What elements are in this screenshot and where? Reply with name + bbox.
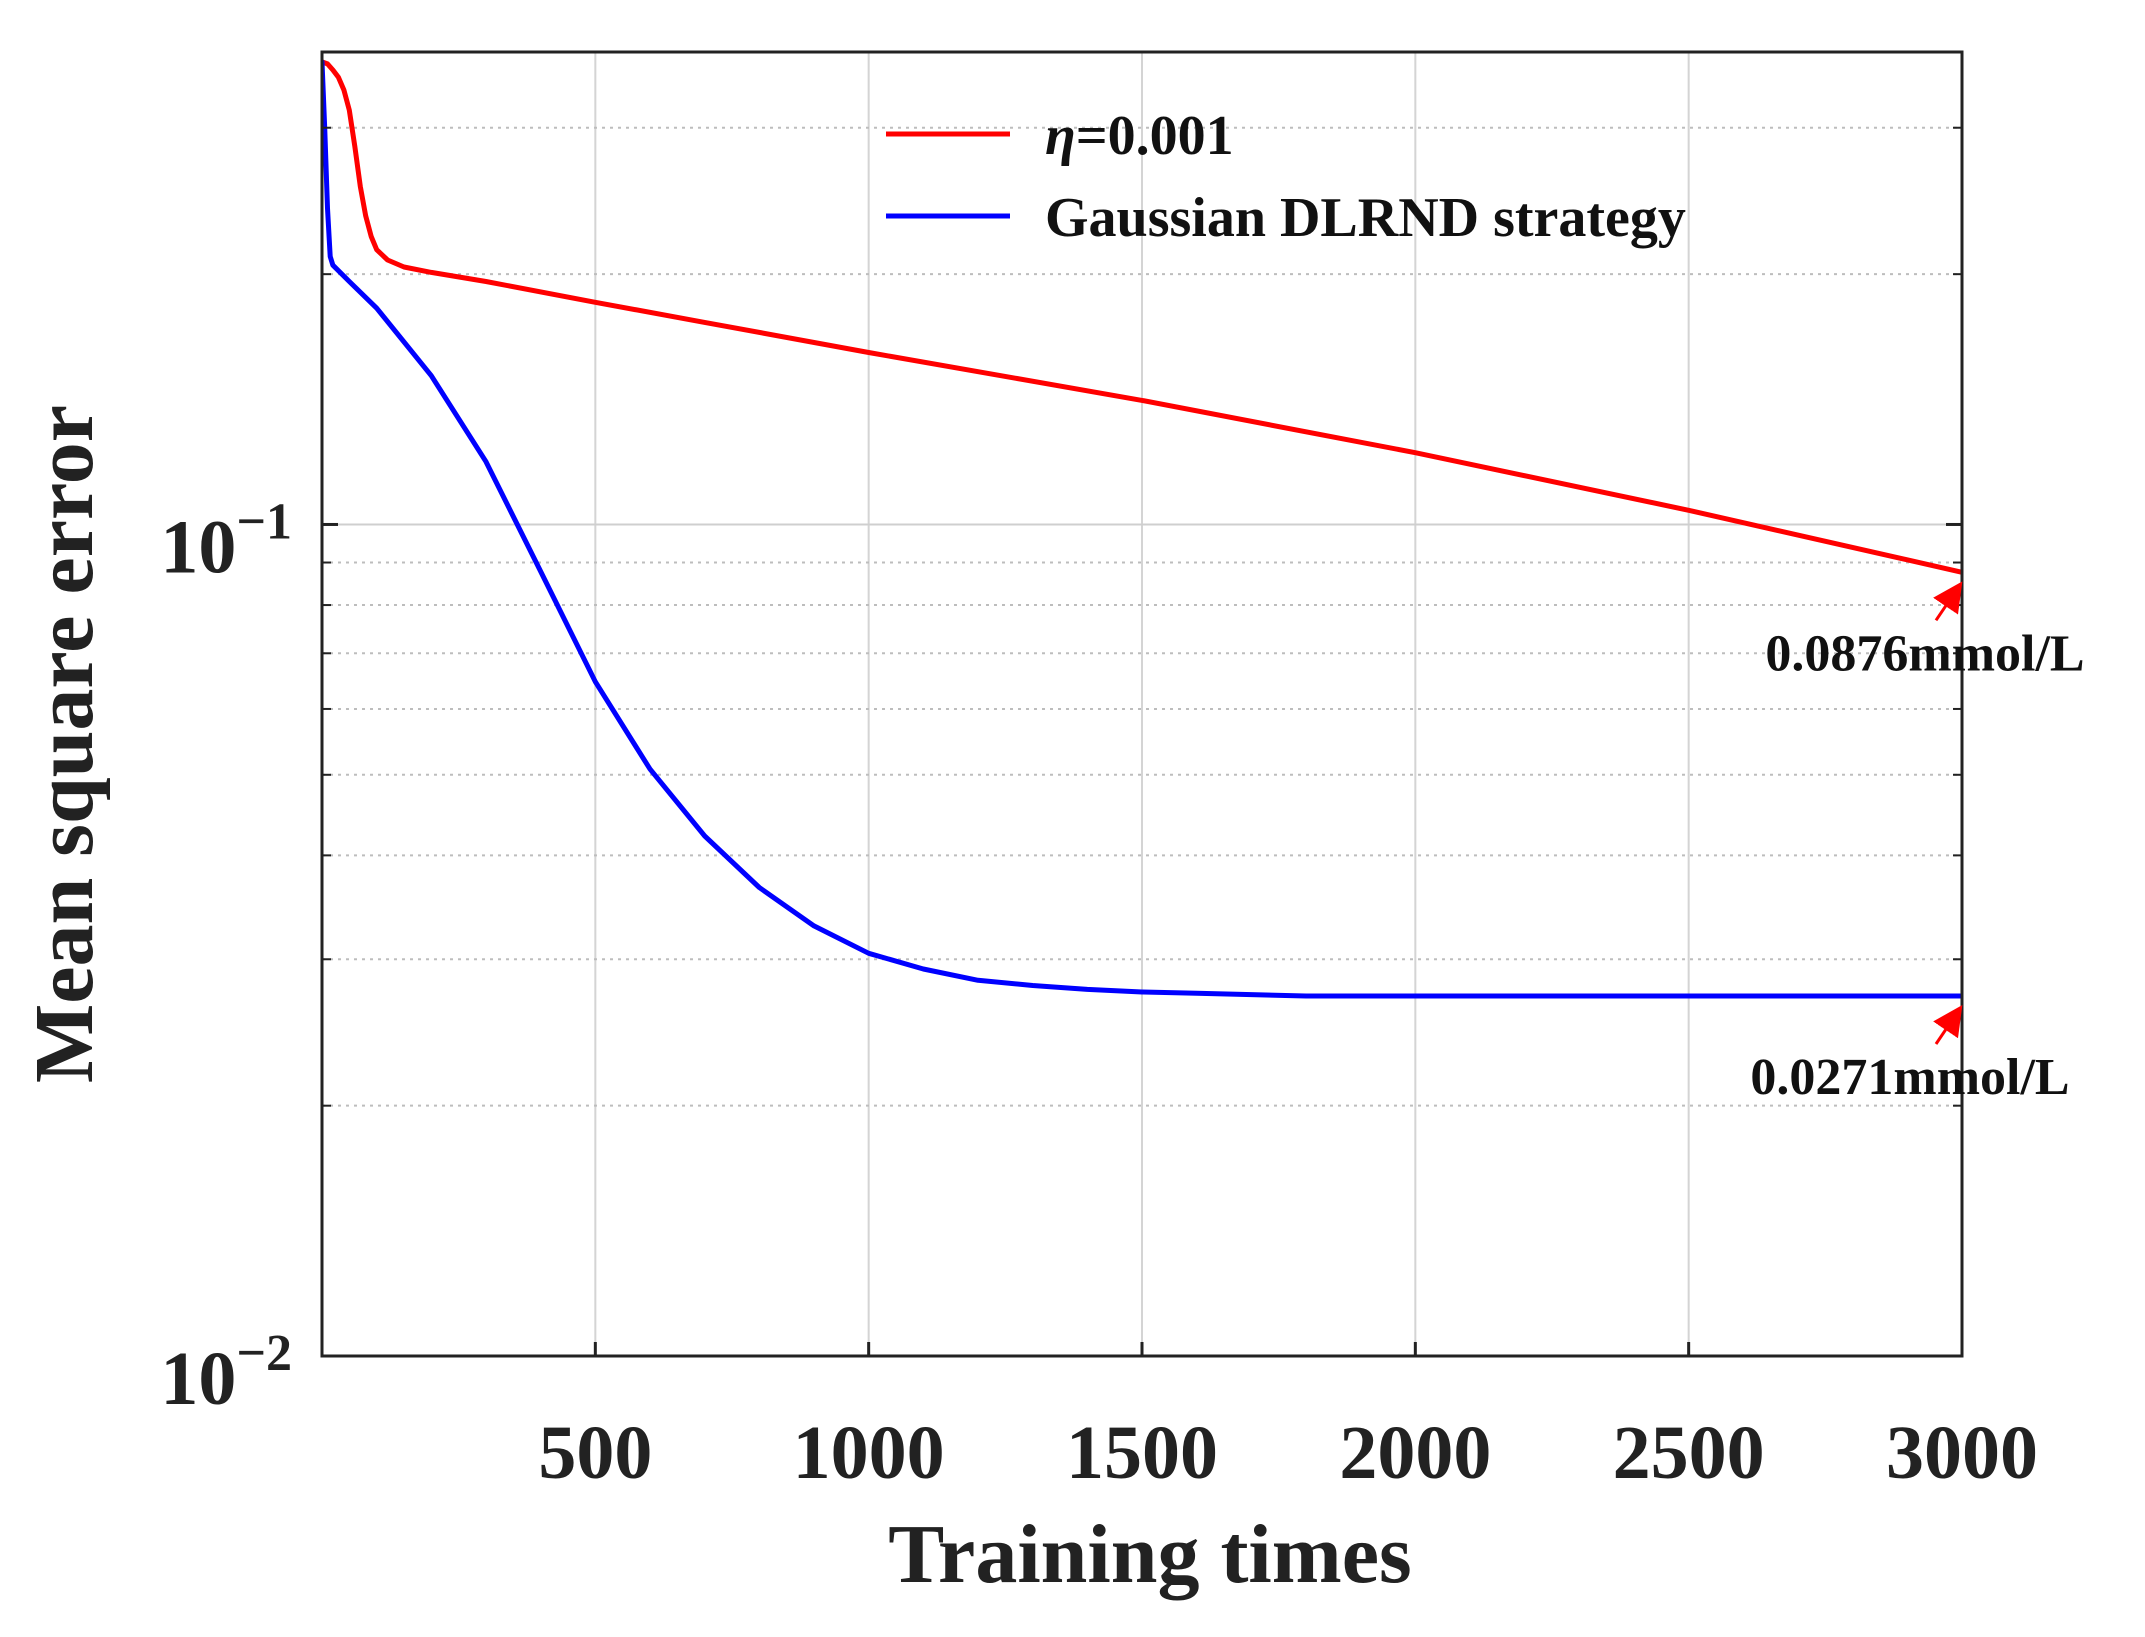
x-tick-label-500: 500 — [538, 1411, 652, 1495]
legend-label-gaussian: Gaussian DLRND strategy — [1045, 187, 1686, 249]
x-tick-labels: 500 1000 1500 2000 2500 3000 — [538, 1411, 2038, 1495]
y-tick-base: 10 — [160, 1337, 236, 1421]
y-axis-title: Mean square error — [18, 405, 111, 1083]
y-tick-exponent: −2 — [236, 1325, 292, 1382]
legend: η=0.001 Gaussian DLRND strategy — [886, 105, 1686, 249]
legend-label-eta: η=0.001 — [1045, 105, 1234, 167]
axis-ticks — [322, 126, 1964, 1358]
x-tick-label-1000: 1000 — [793, 1411, 945, 1495]
annotations: 0.0876mmol/L 0.0271mmol/L — [1750, 581, 2085, 1106]
y-tick-label-0.01: 10−2 — [160, 1325, 292, 1421]
y-tick-exponent: −1 — [236, 493, 292, 550]
annotation-arrow-blue-series — [1933, 1005, 1963, 1045]
legend-eta-value: =0.001 — [1076, 105, 1234, 167]
x-tick-label-2000: 2000 — [1339, 1411, 1491, 1495]
x-tick-label-2500: 2500 — [1613, 1411, 1765, 1495]
y-tick-label-0.1: 10−1 — [160, 493, 292, 589]
x-tick-label-3000: 3000 — [1886, 1411, 2038, 1495]
annotation-label-0.0271: 0.0271mmol/L — [1750, 1049, 2069, 1106]
series-group — [322, 59, 1962, 999]
x-tick-label-1500: 1500 — [1066, 1411, 1218, 1495]
grid — [322, 52, 1962, 1356]
series-line-eta — [322, 59, 1962, 575]
annotation-arrow-red-series — [1933, 581, 1963, 622]
y-tick-labels: 10−1 10−2 — [160, 493, 292, 1421]
annotation-label-0.0876: 0.0876mmol/L — [1765, 625, 2084, 682]
legend-eta-symbol: η — [1045, 105, 1076, 167]
x-axis-title: Training times — [888, 1508, 1411, 1601]
series-line-gaussian — [322, 59, 1962, 999]
y-tick-base: 10 — [160, 505, 236, 589]
